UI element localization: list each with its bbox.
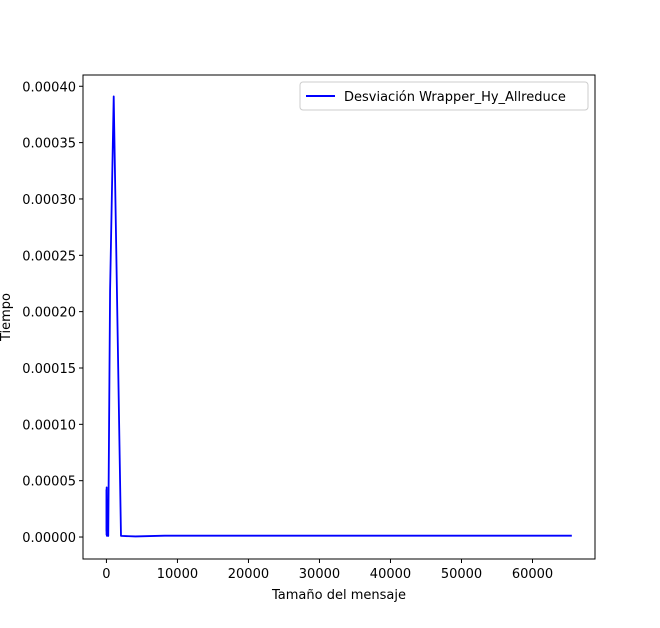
x-tick-label: 10000 [157,567,198,582]
y-tick-label: 0.00035 [22,137,76,152]
legend-label: Desviación Wrapper_Hy_Allreduce [344,90,566,105]
x-tick-label: 40000 [370,567,411,582]
y-axis-label: Tiempo [0,293,14,342]
plot-area [105,95,572,538]
x-tick-label: 20000 [228,567,269,582]
x-tick-label: 50000 [441,567,482,582]
x-tick-label: 30000 [299,567,340,582]
series-line [105,95,572,538]
legend: Desviación Wrapper_Hy_Allreduce [299,81,589,111]
axes-frame [82,74,596,560]
x-axis-label: Tamaño del mensaje [271,588,406,603]
y-tick-label: 0.00015 [22,362,76,377]
y-tick-label: 0.00010 [22,418,76,433]
axis-ticks: 0 10000 20000 30000 40000 50000 60000 0.00000 0.… [22,80,553,582]
y-tick-label: 0.00030 [22,193,76,208]
y-tick-label: 0.00005 [22,475,76,490]
y-tick-label: 0.00000 [22,531,76,546]
y-tick-label: 0.00040 [22,80,76,95]
legend-box [299,81,589,111]
y-tick-label: 0.00020 [22,306,76,321]
x-tick-label: 60000 [512,567,553,582]
x-tick-label: 0 [102,567,110,582]
y-tick-label: 0.00025 [22,249,76,264]
